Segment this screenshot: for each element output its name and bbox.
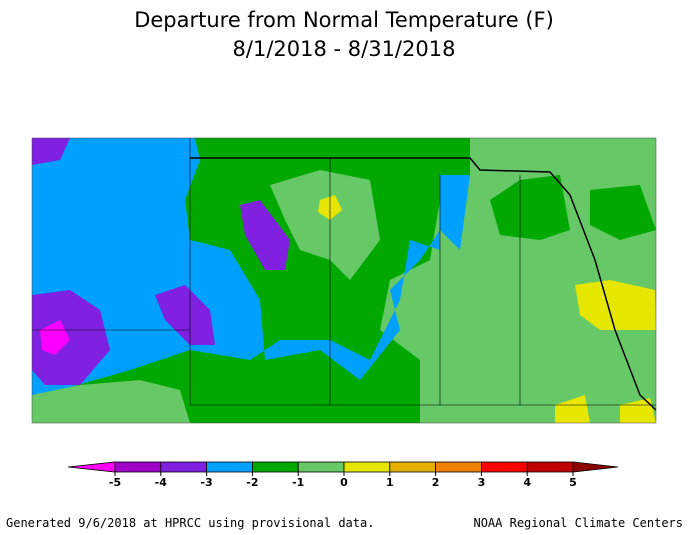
colorbar-tick-label: 4 (523, 476, 531, 489)
colorbar-tick-label: 1 (386, 476, 394, 489)
region-fill (620, 398, 656, 423)
colorbar-tick-label: 5 (569, 476, 577, 489)
colorbar-tick-label: -2 (246, 476, 258, 489)
map-frame (31, 137, 657, 424)
state-border (190, 157, 656, 411)
map (31, 137, 657, 424)
colorbar-tick-label: -5 (109, 476, 121, 489)
colorbar-tick-label: 0 (340, 476, 348, 489)
subtitle: 8/1/2018 - 8/31/2018 (233, 37, 456, 61)
region-fill (32, 138, 470, 400)
colorbar-segment (114, 461, 162, 473)
region-fill (40, 320, 70, 355)
region-fill (240, 200, 290, 270)
footer-right: NOAA Regional Climate Centers (473, 516, 683, 530)
colorbar-segment (526, 461, 574, 473)
region-fill (32, 290, 110, 385)
region-fill (270, 170, 380, 280)
colorbar: -5 -4 -3 -2 -1 0 1 2 3 4 5 (67, 461, 619, 489)
colorbar-segment (251, 461, 299, 473)
region-fill (155, 285, 215, 345)
colorbar-tick-label: 2 (432, 476, 440, 489)
colorbar-tick-label: -1 (292, 476, 304, 489)
footer-left: Generated 9/6/2018 at HPRCC using provis… (6, 516, 374, 530)
colorbar-low (67, 461, 116, 473)
colorbar-segment (343, 461, 391, 473)
colorbar-segment (480, 461, 528, 473)
colorbar-tick-label: 3 (478, 476, 486, 489)
region-fill (32, 138, 70, 165)
colorbar-segment (389, 461, 436, 473)
county-lines (32, 138, 656, 406)
region-fill (490, 175, 570, 240)
title: Departure from Normal Temperature (F) (134, 8, 554, 32)
region-fill (555, 395, 590, 423)
colorbar-segment (206, 461, 253, 473)
colorbar-tick-label: -3 (200, 476, 212, 489)
colorbar-segment (160, 461, 208, 473)
region-fill (590, 185, 656, 240)
region-fill (32, 380, 190, 423)
colorbar-tick-label: -4 (155, 476, 168, 489)
region-fill (575, 280, 656, 330)
colorbar-segment (435, 461, 482, 473)
colorbar-high (572, 461, 619, 473)
colorbar-segment (297, 461, 345, 473)
